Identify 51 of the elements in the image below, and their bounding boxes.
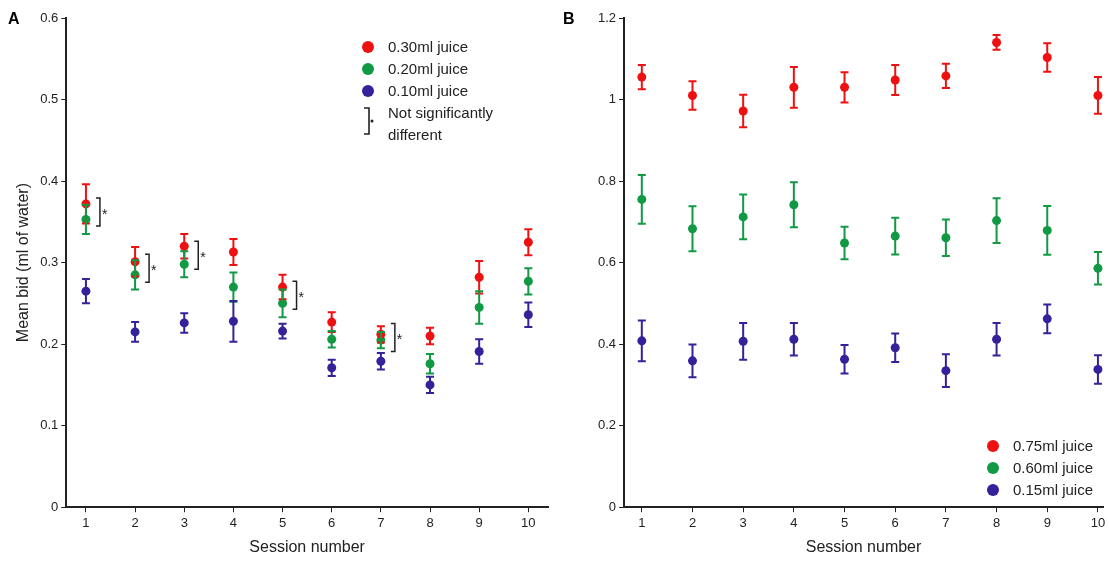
x-tick-label: 9 bbox=[475, 514, 483, 530]
legend-label: 0.30ml juice bbox=[388, 37, 469, 57]
annotation: * bbox=[396, 331, 403, 348]
x-tick-label: 7 bbox=[942, 514, 950, 530]
y-tick-label: 0.8 bbox=[597, 172, 617, 188]
y-tick-label: 0.4 bbox=[597, 335, 617, 351]
x-tick-label: 8 bbox=[992, 514, 1001, 530]
x-tick-label: 10 bbox=[1090, 514, 1106, 530]
x-tick-label: 2 bbox=[131, 514, 139, 530]
y-tick-label: 0.4 bbox=[40, 172, 59, 188]
legend-label: 0.75ml juice bbox=[1013, 436, 1094, 457]
x-tick-label: 5 bbox=[840, 514, 849, 530]
x-tick-label: 6 bbox=[328, 514, 336, 530]
x-tick-label: 3 bbox=[180, 514, 188, 530]
y-tick-label: 1.2 bbox=[597, 9, 617, 25]
y-axis-title: Mean bid (ml of water) bbox=[14, 183, 32, 343]
chart-title: A bbox=[8, 10, 20, 28]
annotation: * bbox=[151, 262, 158, 279]
x-tick-label: 1 bbox=[638, 514, 646, 530]
y-tick-label: 0.5 bbox=[40, 91, 59, 107]
x-tick-label: 4 bbox=[790, 514, 798, 530]
x-axis-title: Session number bbox=[805, 537, 923, 555]
x-axis-title: Session number bbox=[249, 537, 366, 555]
y-tick-label: 0.2 bbox=[40, 335, 59, 351]
y-tick-label: 0.6 bbox=[40, 9, 59, 25]
annotation: * bbox=[101, 205, 108, 222]
x-tick-label: 2 bbox=[688, 514, 697, 530]
x-tick-label: 3 bbox=[739, 514, 747, 530]
x-tick-label: 5 bbox=[278, 514, 287, 530]
x-tick-label: 1 bbox=[82, 514, 90, 530]
x-tick-label: 6 bbox=[891, 514, 899, 530]
chart-title: B bbox=[563, 10, 575, 28]
y-tick-label: 1 bbox=[608, 91, 617, 107]
x-tick-label: 4 bbox=[229, 514, 238, 530]
x-tick-label: 10 bbox=[521, 514, 536, 530]
y-tick-label: 0.6 bbox=[597, 254, 617, 270]
annotation: * bbox=[298, 289, 305, 306]
y-tick-label: 0.2 bbox=[597, 417, 617, 433]
legend-label: 0.15ml juice bbox=[1013, 480, 1094, 501]
y-tick-label: 0 bbox=[51, 498, 59, 514]
legend-label: 0.20ml juice bbox=[388, 59, 469, 79]
y-tick-label: 0.1 bbox=[40, 417, 59, 433]
x-tick-label: 7 bbox=[377, 514, 385, 530]
annotation: * bbox=[200, 249, 207, 266]
y-tick-label: 0 bbox=[608, 498, 617, 514]
x-tick-label: 9 bbox=[1043, 514, 1051, 530]
legend-label: 0.60ml juice bbox=[1013, 458, 1094, 479]
annotation: Not significantly different bbox=[388, 103, 495, 145]
legend-label: 0.10ml juice bbox=[388, 81, 469, 101]
y-tick-label: 0.3 bbox=[40, 254, 59, 270]
x-tick-label: 8 bbox=[426, 514, 434, 530]
